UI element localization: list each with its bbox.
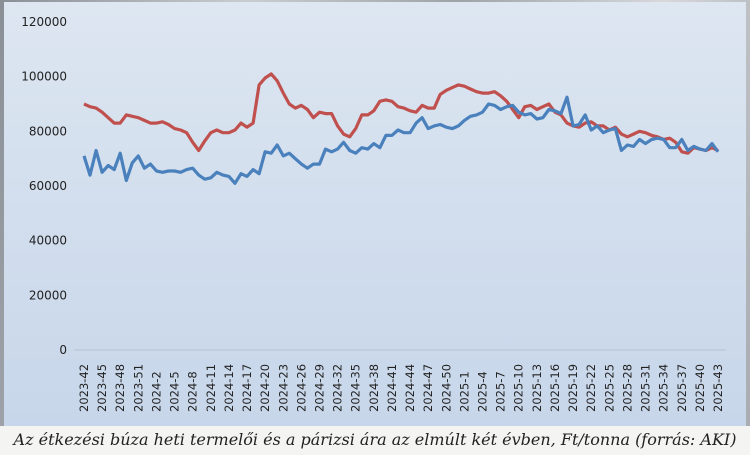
x-tick-label: 2025-31 bbox=[639, 364, 653, 412]
x-tick-label: 2025-43 bbox=[711, 364, 725, 412]
x-tick-label: 2024-50 bbox=[439, 364, 453, 412]
x-tick-label: 2023-48 bbox=[113, 364, 127, 412]
x-tick-label: 2025-7 bbox=[494, 371, 508, 412]
x-tick-label: 2024-44 bbox=[403, 364, 417, 412]
x-tick-label: 2025-34 bbox=[657, 364, 671, 412]
x-tick-label: 2024-17 bbox=[240, 364, 254, 412]
x-tick-label: 2024-35 bbox=[349, 364, 363, 412]
y-tick-label: 0 bbox=[59, 343, 67, 357]
x-tick-label: 2024-29 bbox=[312, 364, 326, 412]
line-chart: 0 20000 40000 60000 80000 100000 120000 2023-42… bbox=[21, 15, 726, 412]
x-tick-label: 2025-25 bbox=[602, 364, 616, 412]
chart-panel: 0 20000 40000 60000 80000 100000 120000 2023-42… bbox=[4, 2, 746, 428]
x-tick-label: 2025-1 bbox=[457, 371, 471, 412]
x-tick-label: 2024-20 bbox=[258, 364, 272, 412]
x-tick-label: 2025-13 bbox=[530, 364, 544, 412]
x-tick-label: 2024-8 bbox=[186, 371, 200, 412]
y-tick-label: 120000 bbox=[21, 15, 67, 29]
x-tick-label: 2025-16 bbox=[548, 364, 562, 412]
x-tick-label: 2023-45 bbox=[95, 364, 109, 412]
y-tick-label: 80000 bbox=[29, 124, 67, 138]
x-tick-label: 2025-37 bbox=[675, 364, 689, 412]
x-tick-label: 2024-14 bbox=[222, 364, 236, 412]
x-tick-label: 2024-47 bbox=[421, 364, 435, 412]
series-line-2 bbox=[82, 95, 720, 185]
x-tick-label: 2024-5 bbox=[168, 371, 182, 412]
y-tick-label: 20000 bbox=[29, 288, 67, 302]
x-tick-label: 2024-23 bbox=[276, 364, 290, 412]
x-tick-label: 2024-41 bbox=[385, 364, 399, 412]
x-tick-label: 2023-42 bbox=[77, 364, 91, 412]
x-tick-label: 2024-32 bbox=[331, 364, 345, 412]
series-line-1 bbox=[83, 72, 719, 155]
y-tick-label: 100000 bbox=[21, 70, 67, 84]
y-tick-label: 40000 bbox=[29, 234, 67, 248]
x-tick-label: 2024-2 bbox=[149, 371, 163, 412]
x-tick-label: 2024-38 bbox=[367, 364, 381, 412]
x-tick-label: 2024-11 bbox=[204, 364, 218, 412]
x-tick-label: 2025-22 bbox=[584, 364, 598, 412]
x-tick-label: 2025-4 bbox=[476, 371, 490, 412]
x-tick-label: 2025-10 bbox=[512, 364, 526, 412]
x-tick-label: 2025-28 bbox=[620, 364, 634, 412]
y-tick-label: 60000 bbox=[29, 179, 67, 193]
chart-caption: Az étkezési búza heti termelői és a pári… bbox=[0, 426, 750, 455]
x-tick-label: 2025-19 bbox=[566, 364, 580, 412]
x-tick-label: 2024-26 bbox=[294, 364, 308, 412]
x-tick-label: 2025-40 bbox=[693, 364, 707, 412]
x-tick-label: 2023-51 bbox=[131, 364, 145, 412]
